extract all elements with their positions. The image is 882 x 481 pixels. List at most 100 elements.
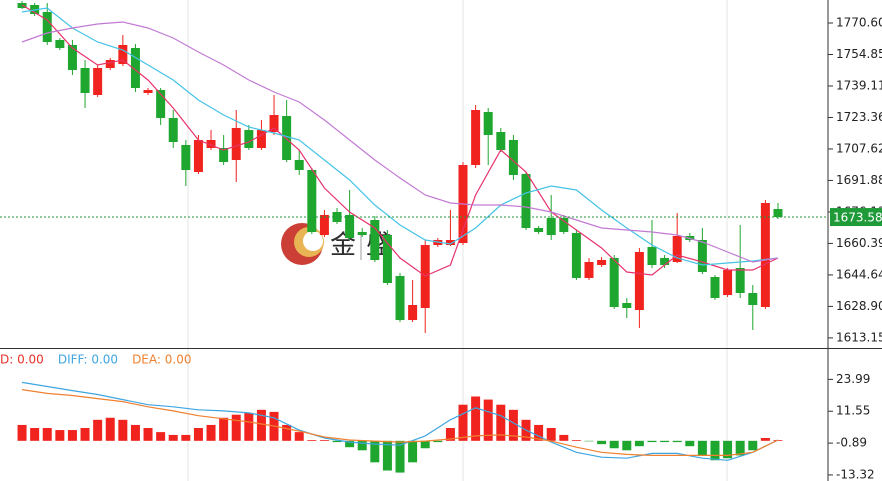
candle-body bbox=[282, 116, 292, 160]
candle-body bbox=[748, 293, 758, 305]
candle-body bbox=[42, 12, 52, 42]
candle-body bbox=[118, 45, 128, 64]
candle-body bbox=[67, 45, 77, 70]
indicator-line bbox=[21, 389, 779, 456]
macd-bar bbox=[609, 440, 619, 449]
candle-body bbox=[244, 130, 254, 148]
macd-bar bbox=[80, 428, 90, 441]
macd-bar bbox=[723, 440, 733, 459]
macd-bar bbox=[546, 428, 556, 441]
candle-body bbox=[181, 145, 191, 170]
macd-bar bbox=[130, 424, 140, 441]
candle-body bbox=[622, 303, 632, 308]
candle-body bbox=[546, 218, 556, 235]
candle-body bbox=[231, 128, 241, 160]
candle-body bbox=[357, 232, 367, 235]
candle-body bbox=[408, 305, 418, 320]
candle-body bbox=[307, 170, 317, 232]
candle-body bbox=[760, 203, 770, 307]
candle-body bbox=[647, 247, 657, 265]
candle-body bbox=[672, 236, 682, 262]
candle-body bbox=[521, 174, 531, 228]
indicator-line bbox=[21, 381, 779, 461]
macd-bar bbox=[357, 440, 367, 451]
current-price-box bbox=[830, 208, 882, 227]
macd-bar bbox=[496, 404, 506, 441]
candle-body bbox=[219, 148, 229, 162]
macd-bar bbox=[370, 440, 380, 463]
macd-bar bbox=[458, 404, 468, 441]
candle-body bbox=[660, 258, 670, 265]
legend-label: D: 0.00 bbox=[0, 353, 44, 367]
macd-bar bbox=[307, 440, 317, 441]
y-tick-label: 1739.11 bbox=[836, 78, 882, 92]
y-tick-label: 1660.39 bbox=[836, 236, 882, 250]
macd-bar bbox=[332, 440, 342, 443]
y-tick-label: 1613.15 bbox=[836, 330, 882, 344]
macd-bar bbox=[93, 419, 103, 441]
macd-bar bbox=[168, 434, 178, 441]
indicator-line bbox=[21, 21, 779, 263]
candle-body bbox=[483, 112, 493, 135]
y-tick-label: -0.89 bbox=[836, 436, 867, 450]
y-tick-label: 1754.85 bbox=[836, 47, 882, 61]
y-tick-label: 11.55 bbox=[836, 404, 870, 418]
macd-bar bbox=[408, 440, 418, 463]
macd-bar bbox=[534, 424, 544, 441]
candle-body bbox=[584, 262, 594, 278]
legend-label: DEA: 0.00 bbox=[132, 353, 191, 367]
macd-bar bbox=[143, 428, 153, 441]
candle-body bbox=[508, 140, 518, 175]
candle-body bbox=[395, 276, 405, 320]
macd-bar bbox=[294, 432, 304, 441]
candle-body bbox=[382, 235, 392, 283]
macd-bar bbox=[193, 428, 203, 441]
candle-body bbox=[773, 209, 783, 218]
candle-body bbox=[206, 140, 216, 148]
candle-body bbox=[269, 115, 279, 132]
candle-body bbox=[319, 215, 329, 235]
y-tick-label: 1691.88 bbox=[836, 173, 882, 187]
macd-bar bbox=[206, 424, 216, 441]
y-tick-label: -13.32 bbox=[836, 467, 875, 481]
macd-bar bbox=[156, 432, 166, 441]
candle-body bbox=[735, 268, 745, 293]
y-tick-label: 1628.90 bbox=[836, 299, 882, 313]
macd-bar bbox=[319, 440, 329, 441]
candle-body bbox=[345, 215, 355, 238]
candle-body bbox=[168, 118, 178, 142]
macd-bar bbox=[282, 424, 292, 441]
candle-body bbox=[156, 90, 166, 118]
candle-body bbox=[105, 60, 115, 68]
macd-bar bbox=[433, 440, 443, 443]
y-tick-label: 23.99 bbox=[836, 372, 870, 386]
macd-bar bbox=[710, 440, 720, 461]
candle-body bbox=[55, 40, 65, 48]
macd-bar bbox=[181, 434, 191, 441]
candle-body bbox=[256, 130, 266, 148]
indicator-line bbox=[21, 4, 779, 277]
candle-body bbox=[80, 68, 90, 93]
macd-bar bbox=[634, 440, 644, 447]
macd-bar bbox=[244, 412, 254, 441]
legend-label: DIFF: 0.00 bbox=[58, 353, 118, 367]
macd-bar bbox=[345, 440, 355, 448]
candle-body bbox=[559, 218, 569, 232]
macd-bar bbox=[672, 440, 682, 443]
macd-bar bbox=[471, 396, 481, 441]
candle-body bbox=[609, 258, 619, 307]
candle-body bbox=[294, 160, 304, 170]
candle-body bbox=[445, 240, 455, 245]
current-price-label: 1673.58 bbox=[833, 211, 882, 225]
macd-bar bbox=[647, 440, 657, 443]
candle-body bbox=[697, 240, 707, 272]
candle-body bbox=[130, 48, 140, 88]
macd-bar bbox=[685, 440, 695, 447]
macd-bar bbox=[55, 430, 65, 441]
macd-bar bbox=[395, 440, 405, 473]
candle-body bbox=[193, 140, 203, 172]
macd-bar bbox=[660, 440, 670, 443]
candle-body bbox=[471, 110, 481, 165]
macd-bar bbox=[420, 440, 430, 449]
